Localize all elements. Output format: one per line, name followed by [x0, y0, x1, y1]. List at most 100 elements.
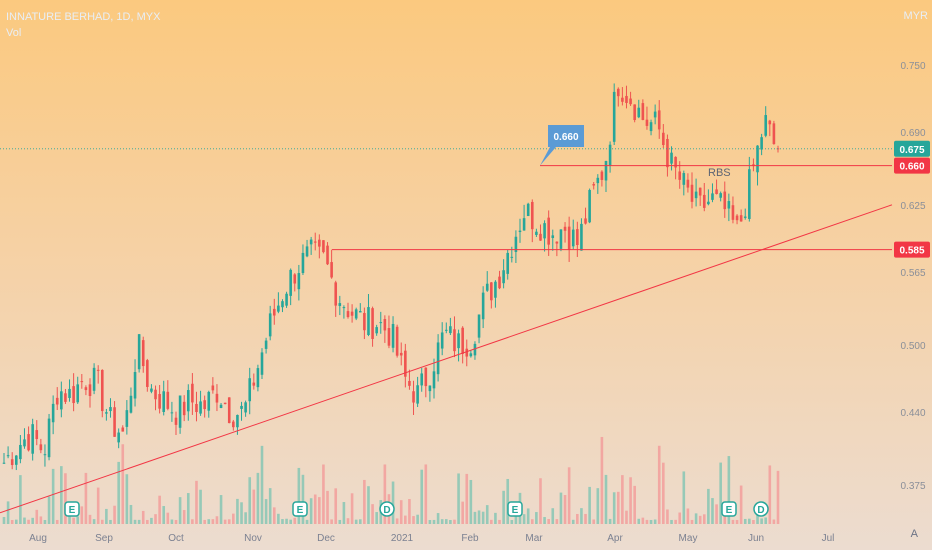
- candle-body: [174, 417, 178, 425]
- volume-bar: [604, 474, 608, 524]
- volume-bars: [2, 436, 780, 524]
- event-marker: [292, 501, 308, 517]
- volume-bar: [547, 519, 550, 524]
- volume-bar: [391, 481, 395, 524]
- y-tick-label: 0.500: [900, 341, 925, 352]
- volume-bar: [776, 470, 780, 524]
- volume-bar: [39, 516, 43, 524]
- candle-body: [227, 397, 231, 424]
- candle-body: [285, 293, 288, 306]
- candle-body: [109, 407, 112, 412]
- volume-bar: [281, 519, 284, 524]
- volume-bar: [641, 517, 645, 524]
- candle-body: [686, 179, 690, 188]
- candle-body: [522, 218, 526, 231]
- candle-body: [383, 319, 387, 331]
- candle-body: [330, 262, 333, 278]
- volume-bar: [256, 472, 260, 524]
- x-tick-label: 2021: [391, 533, 414, 544]
- candle-body: [506, 252, 510, 274]
- candle-body: [612, 91, 616, 142]
- volume-bar: [285, 518, 288, 524]
- candle-body: [616, 88, 620, 97]
- candle-body: [625, 95, 628, 103]
- volume-bar: [240, 502, 243, 524]
- candle-body: [629, 98, 632, 105]
- annotations: 0.660 RBS E E D E E D: [64, 125, 769, 517]
- x-tick-label: Jul: [822, 533, 835, 544]
- volume-bar: [715, 504, 718, 524]
- volume-bar: [502, 490, 505, 524]
- candle-body: [498, 276, 501, 289]
- candle-body: [264, 340, 268, 349]
- candle-body: [146, 360, 149, 387]
- candle-body: [596, 177, 600, 184]
- candle-body: [141, 340, 145, 367]
- volume-bar: [227, 519, 231, 524]
- volume-bar: [215, 516, 219, 524]
- candle-body: [408, 380, 411, 386]
- candle-body: [621, 97, 624, 102]
- x-tick-label: Dec: [317, 533, 335, 544]
- volume-bar: [223, 519, 227, 524]
- volume-bar: [678, 512, 682, 524]
- candle-body: [551, 235, 555, 239]
- volume-bar: [752, 520, 755, 524]
- candle-body: [105, 412, 108, 414]
- auto-scale-button[interactable]: A: [910, 528, 918, 540]
- candle-body: [313, 241, 317, 243]
- x-tick-label: Nov: [244, 533, 262, 544]
- volume-bar: [440, 519, 444, 524]
- volume-bar: [596, 488, 600, 524]
- volume-bar: [158, 495, 161, 524]
- candle-body: [539, 233, 542, 241]
- volume-bar: [174, 519, 178, 524]
- candle-body: [47, 418, 51, 458]
- volume-bar: [268, 488, 272, 524]
- volume-bar: [719, 462, 722, 524]
- candle-body: [240, 405, 243, 409]
- candle-body: [154, 389, 157, 400]
- candle-body: [256, 368, 260, 388]
- candle-body: [150, 388, 153, 392]
- volume-bar: [743, 518, 747, 524]
- volume-bar: [109, 519, 112, 524]
- volume-bar: [444, 519, 448, 524]
- candle-body: [502, 270, 505, 284]
- candle-body: [113, 407, 116, 437]
- candle-body: [367, 307, 370, 336]
- candle-body: [358, 311, 362, 313]
- volume-bar: [371, 504, 374, 524]
- y-tick-label: 0.625: [900, 201, 925, 212]
- volume-bar: [424, 464, 428, 524]
- event-marker: [721, 501, 737, 517]
- candle-body: [670, 152, 673, 164]
- volume-bar: [195, 480, 198, 524]
- candle-body: [223, 402, 227, 405]
- candle-body: [657, 110, 661, 130]
- legend-title[interactable]: INNATURE BERHAD, 1D, MYX: [6, 11, 161, 23]
- candle-body: [432, 371, 436, 389]
- volume-bar: [772, 519, 776, 524]
- volume-bar: [55, 519, 59, 524]
- candle-body: [494, 281, 497, 298]
- candle-body: [211, 385, 215, 391]
- candle-body: [68, 388, 71, 398]
- volume-bar: [121, 444, 125, 524]
- legend-vol[interactable]: Vol: [6, 27, 22, 39]
- volume-bar: [318, 497, 321, 524]
- candle-body: [490, 282, 493, 301]
- candle-body: [436, 342, 440, 375]
- volume-bar: [485, 505, 489, 524]
- volume-bar: [358, 519, 362, 524]
- volume-bar: [322, 464, 325, 524]
- volume-bar: [154, 514, 157, 524]
- volume-bar: [465, 473, 469, 524]
- volume-bar: [674, 519, 677, 524]
- candle-body: [125, 410, 129, 427]
- volume-bar: [84, 472, 88, 524]
- candle-body: [584, 218, 587, 224]
- volume-bar: [252, 489, 256, 524]
